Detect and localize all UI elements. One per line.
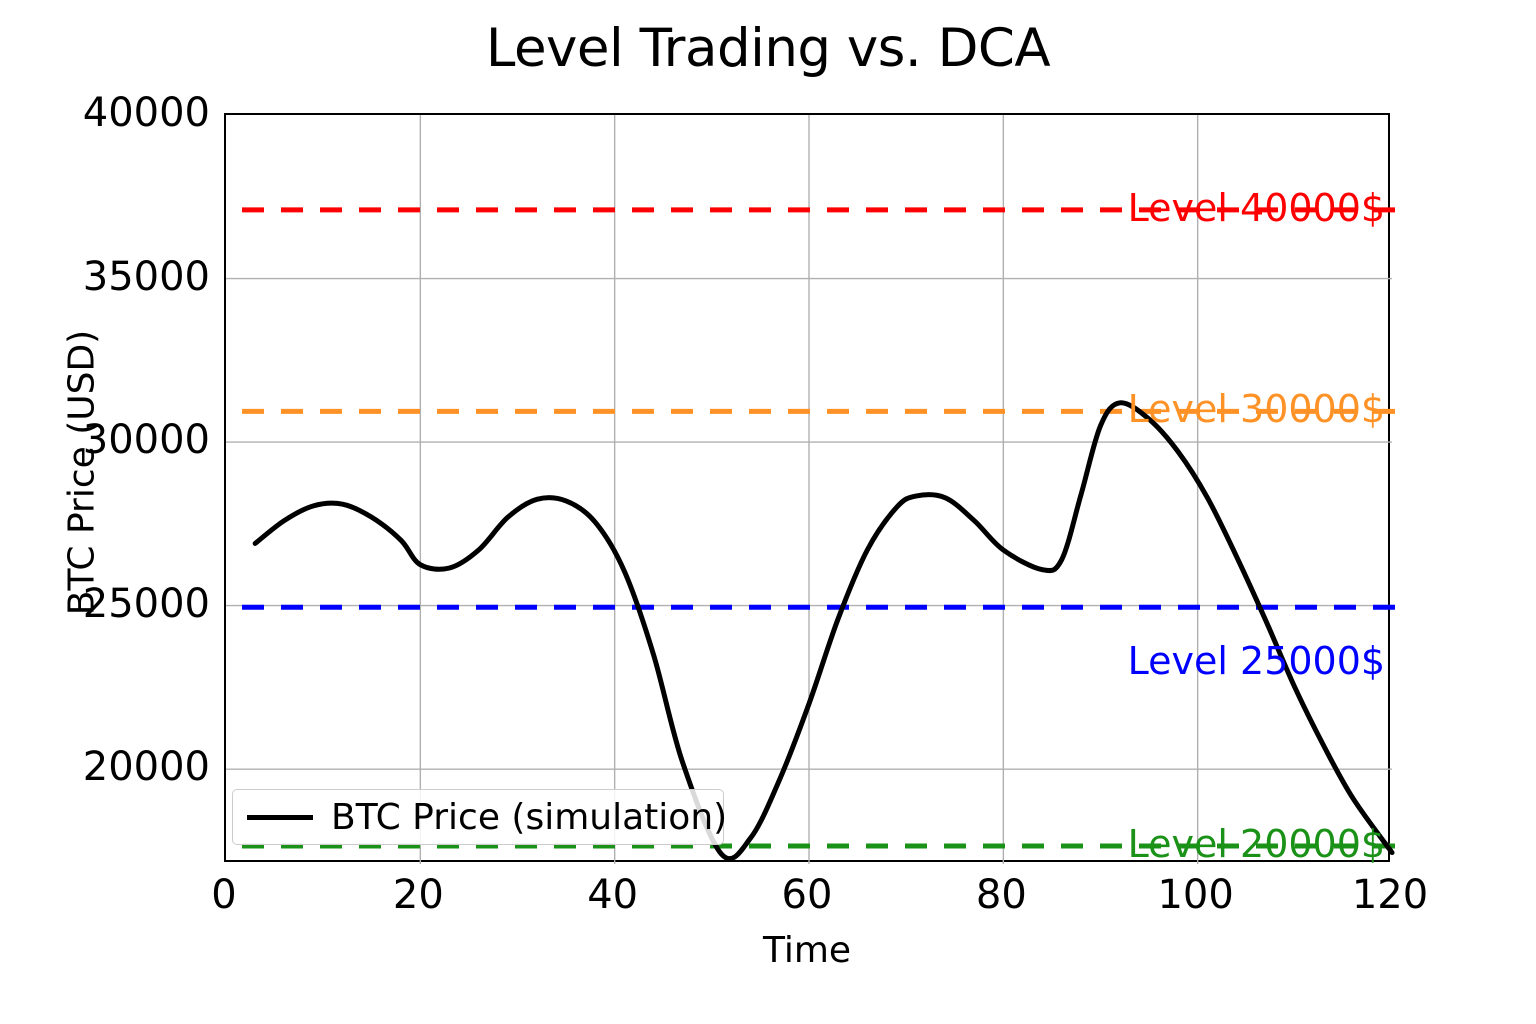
x-tick-label: 0 [211, 872, 237, 918]
x-tick-label: 120 [1351, 872, 1429, 918]
level-label-3: Level 20000$ [1127, 822, 1386, 866]
x-tick-label: 80 [975, 872, 1027, 918]
x-tick-label: 40 [587, 872, 639, 918]
level-label-0: Level 40000$ [1127, 185, 1386, 230]
x-tick-label: 100 [1157, 872, 1234, 918]
x-tick-label: 20 [392, 872, 444, 918]
plot-svg [226, 115, 1400, 864]
legend-line-swatch [247, 814, 313, 820]
y-axis-label: BTC Price (USD) [61, 329, 103, 616]
plot-area [224, 113, 1400, 864]
level-label-1: Level 30000$ [1127, 387, 1386, 432]
y-tick-label: 20000 [82, 744, 210, 791]
y-tick-label: 30000 [82, 417, 210, 464]
chart-legend: BTC Price (simulation) [232, 789, 728, 845]
legend-label: BTC Price (simulation) [331, 796, 728, 838]
y-tick-label: 25000 [82, 580, 210, 627]
y-tick-label: 40000 [82, 90, 210, 136]
chart-title: Level Trading vs. DCA [485, 18, 1051, 79]
x-tick-label: 60 [781, 872, 833, 918]
y-tick-label: 35000 [82, 253, 210, 300]
level-label-2: Level 25000$ [1127, 638, 1386, 683]
x-axis-label: Time [762, 930, 852, 971]
series-line-0 [252, 400, 1395, 862]
